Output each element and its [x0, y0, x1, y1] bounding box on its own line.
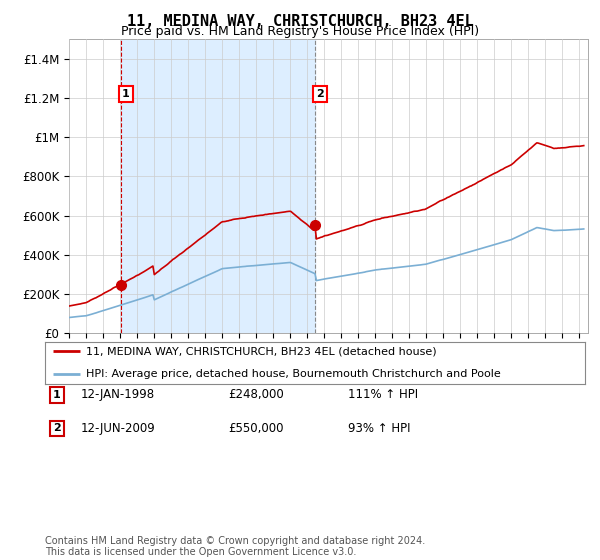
Text: 2: 2	[316, 89, 324, 99]
Text: 12-JUN-2009: 12-JUN-2009	[81, 422, 156, 435]
Text: 1: 1	[53, 390, 61, 400]
Text: 111% ↑ HPI: 111% ↑ HPI	[348, 388, 418, 402]
Text: 93% ↑ HPI: 93% ↑ HPI	[348, 422, 410, 435]
Text: HPI: Average price, detached house, Bournemouth Christchurch and Poole: HPI: Average price, detached house, Bour…	[86, 369, 500, 379]
Text: £248,000: £248,000	[228, 388, 284, 402]
Text: £550,000: £550,000	[228, 422, 284, 435]
Text: 11, MEDINA WAY, CHRISTCHURCH, BH23 4EL: 11, MEDINA WAY, CHRISTCHURCH, BH23 4EL	[127, 14, 473, 29]
Bar	[121, 39, 315, 333]
Text: 2: 2	[53, 423, 61, 433]
Text: 12-JAN-1998: 12-JAN-1998	[81, 388, 155, 402]
Text: 1: 1	[122, 89, 130, 99]
Text: 11, MEDINA WAY, CHRISTCHURCH, BH23 4EL (detached house): 11, MEDINA WAY, CHRISTCHURCH, BH23 4EL (…	[86, 346, 436, 356]
Text: Price paid vs. HM Land Registry's House Price Index (HPI): Price paid vs. HM Land Registry's House …	[121, 25, 479, 38]
Text: Contains HM Land Registry data © Crown copyright and database right 2024.
This d: Contains HM Land Registry data © Crown c…	[45, 535, 425, 557]
